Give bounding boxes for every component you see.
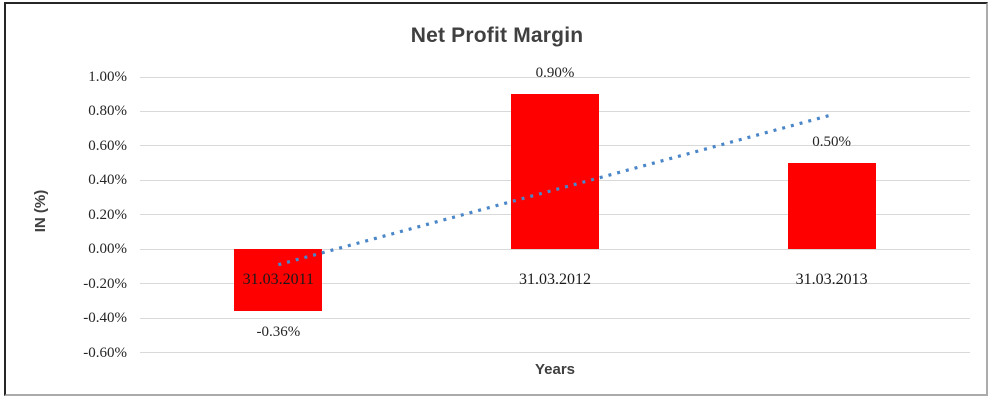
- y-axis-tick-label: 0.00%: [88, 241, 127, 258]
- gridline: [140, 352, 970, 353]
- bar: [511, 94, 599, 250]
- y-axis-tick-label: 0.60%: [88, 137, 127, 154]
- gridline: [140, 317, 970, 319]
- data-label: -0.36%: [256, 324, 301, 341]
- bar: [787, 163, 876, 250]
- y-axis-tick-label: 0.40%: [88, 172, 127, 189]
- gridline: [140, 76, 970, 78]
- y-axis-tick-label: -0.40%: [83, 310, 127, 327]
- x-axis-category-label: 31.03.2011: [242, 271, 315, 288]
- data-label: 0.90%: [535, 65, 575, 82]
- x-axis-title: Years: [534, 361, 576, 378]
- chart-title: Net Profit Margin: [410, 24, 584, 47]
- y-axis-tick-label: -0.60%: [83, 344, 127, 361]
- data-label: 0.50%: [812, 134, 852, 151]
- y-axis-tick-label: -0.20%: [83, 275, 127, 292]
- y-axis-tick-label: 0.80%: [88, 103, 127, 120]
- y-axis-tick-label: 0.20%: [88, 206, 127, 223]
- x-axis-category-label: 31.03.2012: [519, 271, 591, 288]
- x-axis-category-label: 31.03.2013: [795, 271, 868, 288]
- gridline: [140, 283, 970, 285]
- y-axis-tick-label: 1.00%: [88, 69, 127, 85]
